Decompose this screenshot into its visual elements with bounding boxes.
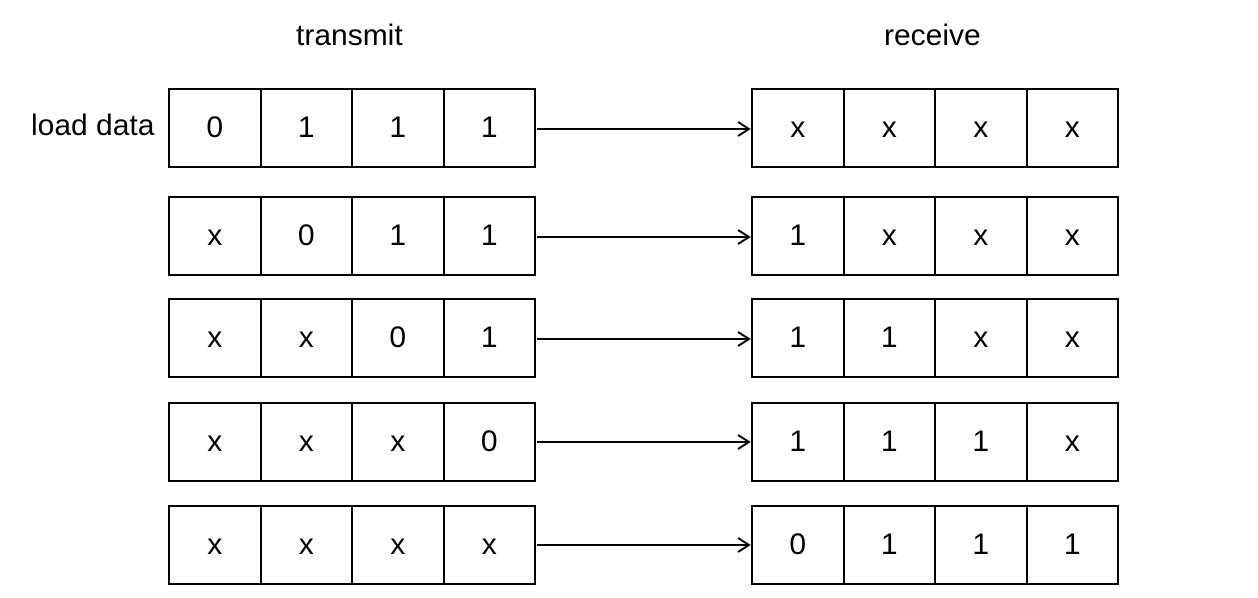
receive-bit: 0	[753, 507, 845, 583]
receive-register-row-4: 1 1 1 x	[751, 402, 1119, 482]
receive-bit: 1	[1063, 528, 1081, 561]
receive-bit: 1	[936, 507, 1028, 583]
transmit-bit: x	[170, 507, 262, 583]
transmit-bit: x	[481, 528, 497, 561]
transmit-bit: 1	[353, 198, 445, 274]
receive-bit: x	[936, 198, 1028, 274]
transmit-bit: 0	[170, 90, 262, 166]
receive-register-row-1: x x x x	[751, 88, 1119, 168]
transmit-bit: 1	[262, 90, 353, 166]
receive-bit: x	[936, 300, 1028, 376]
transmit-bit: x	[262, 300, 353, 376]
transmit-bit: x	[353, 507, 445, 583]
transmit-bit: 1	[353, 90, 445, 166]
transmit-register-row-5: x x x x	[168, 505, 536, 585]
receive-bit: x	[1064, 321, 1080, 354]
transmit-bit: 1	[480, 111, 498, 144]
receive-bit: x	[753, 90, 845, 166]
transmit-bit: 1	[480, 219, 498, 252]
receive-bit: x	[1064, 425, 1080, 458]
receive-bit: x	[936, 90, 1028, 166]
transfer-arrow-row-2	[537, 229, 751, 245]
receive-bit: 1	[753, 300, 845, 376]
receive-register-row-2: 1 x x x	[751, 196, 1119, 276]
transmit-register-row-2: x 0 1 1	[168, 196, 536, 276]
transmit-register-row-4: x x x 0	[168, 402, 536, 482]
transmit-register-row-3: x x 0 1	[168, 298, 536, 378]
load-data-label: load data	[31, 109, 155, 142]
receive-bit: x	[845, 198, 936, 274]
transmit-bit: 1	[480, 321, 498, 354]
transmit-bit: x	[262, 507, 353, 583]
receive-bit: 1	[845, 300, 936, 376]
transmit-heading: transmit	[296, 19, 403, 52]
receive-bit: 1	[936, 404, 1028, 480]
receive-bit: x	[1064, 111, 1080, 144]
transmit-bit: x	[170, 198, 262, 274]
transmit-bit: 0	[262, 198, 353, 274]
transfer-arrow-row-3	[537, 331, 751, 347]
transmit-bit: 0	[353, 300, 445, 376]
transfer-arrow-row-1	[537, 121, 751, 137]
transmit-bit: x	[170, 300, 262, 376]
receive-bit: 1	[753, 198, 845, 274]
transfer-arrow-row-4	[537, 434, 751, 450]
transmit-bit: x	[353, 404, 445, 480]
receive-register-row-5: 0 1 1 1	[751, 505, 1119, 585]
receive-heading: receive	[884, 19, 981, 52]
transmit-register-row-1: 0 1 1 1	[168, 88, 536, 168]
transfer-arrow-row-5	[537, 537, 751, 553]
transmit-bit: x	[262, 404, 353, 480]
receive-bit: 1	[753, 404, 845, 480]
receive-bit: x	[845, 90, 936, 166]
receive-bit: x	[1064, 219, 1080, 252]
transmit-bit: x	[170, 404, 262, 480]
transmit-bit: 0	[480, 425, 498, 458]
receive-bit: 1	[845, 507, 936, 583]
receive-register-row-3: 1 1 x x	[751, 298, 1119, 378]
receive-bit: 1	[845, 404, 936, 480]
